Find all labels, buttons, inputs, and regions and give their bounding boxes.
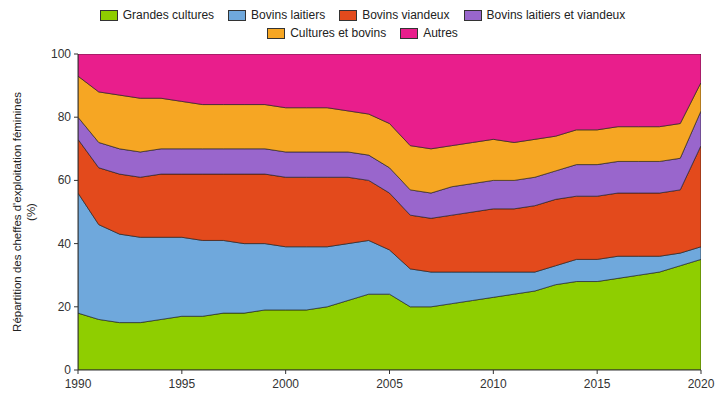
y-tick-label: 0	[64, 363, 71, 377]
x-tick-label: 1990	[65, 377, 92, 391]
legend-swatch	[228, 10, 246, 21]
legend-label: Cultures et bovins	[290, 26, 386, 40]
y-tick-label: 80	[58, 110, 72, 124]
legend-item: Grandes cultures	[100, 8, 214, 22]
legend-swatch	[100, 10, 118, 21]
y-tick	[74, 243, 78, 244]
x-tick	[285, 370, 286, 374]
x-tick-label: 1995	[168, 377, 195, 391]
x-tick	[78, 370, 79, 374]
y-tick	[74, 54, 78, 55]
x-tick	[181, 370, 182, 374]
x-tick-label: 2005	[376, 377, 403, 391]
legend-swatch	[400, 28, 418, 39]
legend: Grandes cultures Bovins laitiers Bovins vi…	[0, 0, 725, 42]
legend-item: Autres	[400, 26, 458, 40]
y-tick-label: 40	[58, 237, 72, 251]
areas	[78, 54, 701, 370]
y-axis-label: Répartition des cheffes d'exploitation f…	[11, 92, 37, 332]
legend-label: Bovins viandeux	[362, 8, 449, 22]
y-axis-line	[78, 54, 79, 370]
legend-swatch	[464, 10, 482, 21]
area	[78, 54, 701, 149]
y-tick	[74, 180, 78, 181]
x-tick	[389, 370, 390, 374]
legend-item: Bovins laitiers et viandeux	[464, 8, 626, 22]
x-tick-label: 2020	[688, 377, 715, 391]
legend-item: Bovins viandeux	[339, 8, 449, 22]
y-tick-label: 60	[58, 173, 72, 187]
legend-label: Bovins laitiers et viandeux	[487, 8, 626, 22]
legend-label: Grandes cultures	[123, 8, 214, 22]
y-tick	[74, 370, 78, 371]
y-tick	[74, 306, 78, 307]
legend-item: Cultures et bovins	[267, 26, 386, 40]
y-tick-label: 20	[58, 300, 72, 314]
legend-label: Autres	[423, 26, 458, 40]
legend-label: Bovins laitiers	[251, 8, 325, 22]
legend-item: Bovins laitiers	[228, 8, 325, 22]
x-tick-label: 2000	[272, 377, 299, 391]
legend-swatch	[267, 28, 285, 39]
legend-swatch	[339, 10, 357, 21]
x-tick-label: 2010	[480, 377, 507, 391]
x-tick-label: 2015	[584, 377, 611, 391]
x-tick	[493, 370, 494, 374]
x-tick	[597, 370, 598, 374]
x-tick	[701, 370, 702, 374]
y-tick-label: 100	[51, 47, 71, 61]
y-tick	[74, 117, 78, 118]
chart: 1990 1995 2000 2005 2010 2015 2020 0 20 40 60 80 100…	[0, 42, 725, 400]
